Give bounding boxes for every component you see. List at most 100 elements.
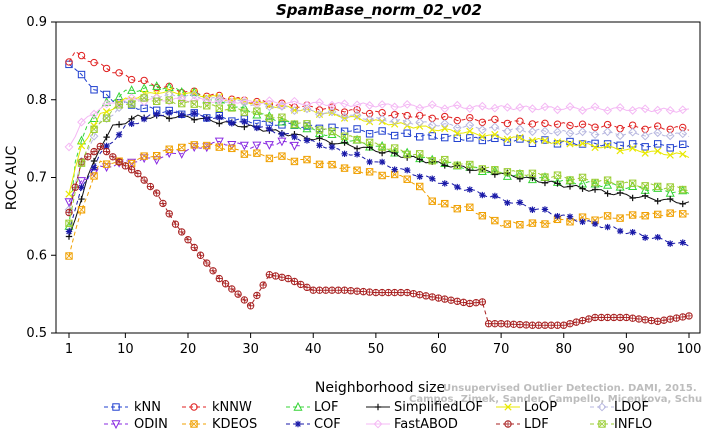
data-point (516, 221, 524, 229)
legend-swatch-marker (597, 402, 607, 412)
data-point (166, 115, 173, 122)
y-tick-label: 0.8 (26, 93, 47, 108)
data-point (678, 105, 688, 115)
data-point (528, 127, 537, 137)
data-point (102, 99, 111, 109)
data-point (453, 134, 461, 142)
data-point (502, 171, 512, 180)
data-point (541, 136, 549, 145)
data-point (522, 321, 530, 329)
data-point (502, 102, 512, 112)
data-point (666, 151, 674, 159)
legend-label: COF (314, 417, 341, 432)
data-point (327, 100, 337, 110)
data-point (653, 128, 663, 138)
data-point (528, 104, 537, 114)
data-point (77, 206, 86, 214)
data-point (654, 147, 662, 155)
data-point (347, 287, 355, 295)
data-point (640, 104, 650, 114)
data-point (635, 315, 643, 323)
data-point (679, 210, 687, 218)
data-point (190, 100, 198, 108)
data-point (466, 299, 474, 308)
data-point (90, 86, 98, 94)
data-point (127, 75, 136, 84)
data-point (465, 120, 475, 130)
data-point (328, 103, 336, 111)
data-point (591, 143, 599, 152)
data-point (409, 289, 418, 298)
x-tick-label: 70 (493, 342, 510, 357)
y-tick-label: 0.5 (26, 326, 47, 341)
x-tick-label: 10 (117, 342, 134, 357)
data-point (228, 285, 236, 293)
data-point (491, 216, 499, 225)
data-point (641, 149, 649, 157)
data-point (590, 102, 600, 112)
watermark-line-2: Campos, Zimek, Sander, Campello, Micenko… (409, 394, 702, 405)
data-point (153, 110, 160, 118)
x-tick-label: 30 (242, 342, 259, 357)
data-point (541, 321, 549, 329)
data-point (565, 128, 575, 138)
data-point (616, 141, 624, 150)
data-point (71, 183, 79, 191)
data-point (102, 114, 111, 123)
data-point (327, 107, 337, 117)
data-point (453, 129, 461, 138)
data-point (515, 124, 525, 134)
data-point (641, 234, 649, 241)
data-point (391, 166, 398, 173)
data-point (616, 313, 624, 322)
data-point (616, 147, 624, 155)
data-point (77, 177, 87, 186)
data-point (90, 58, 98, 67)
data-point (403, 175, 411, 183)
data-point (377, 100, 387, 109)
series-line-loop (68, 90, 690, 195)
data-point (502, 126, 512, 136)
data-point (628, 140, 637, 148)
data-point (365, 138, 374, 147)
data-point (528, 137, 537, 145)
data-point (303, 283, 311, 292)
data-point (315, 97, 324, 107)
watermark-line-1: Unsupervised Outlier Detection. DAMI, 20… (443, 383, 697, 394)
legend-swatch-marker (504, 403, 512, 411)
data-point (465, 104, 475, 114)
data-point (415, 103, 425, 113)
data-point (490, 122, 500, 132)
data-point (77, 117, 86, 127)
data-point (241, 118, 248, 126)
data-point (466, 186, 474, 193)
data-point (541, 119, 549, 128)
data-point (289, 119, 299, 129)
data-point (529, 206, 536, 213)
data-point (65, 228, 73, 235)
data-point (221, 280, 230, 288)
series-kdeos (65, 141, 690, 260)
data-point (290, 96, 299, 106)
data-point (440, 119, 450, 128)
data-point (365, 288, 374, 296)
data-point (340, 127, 349, 135)
x-tick-label: 90 (618, 342, 635, 357)
data-point (541, 206, 549, 213)
legend-swatch-marker (190, 403, 198, 411)
data-point (466, 203, 474, 211)
data-point (565, 102, 575, 111)
data-point (265, 114, 274, 122)
data-point (402, 117, 412, 127)
data-point (253, 97, 261, 106)
data-point (654, 197, 661, 205)
legend-label: kNN (134, 400, 161, 415)
data-point (165, 210, 173, 218)
data-point (579, 218, 586, 226)
data-point (477, 125, 487, 135)
data-point (478, 212, 487, 220)
data-point (653, 317, 662, 326)
data-point (441, 180, 448, 187)
data-point (216, 120, 223, 127)
data-point (353, 113, 361, 121)
